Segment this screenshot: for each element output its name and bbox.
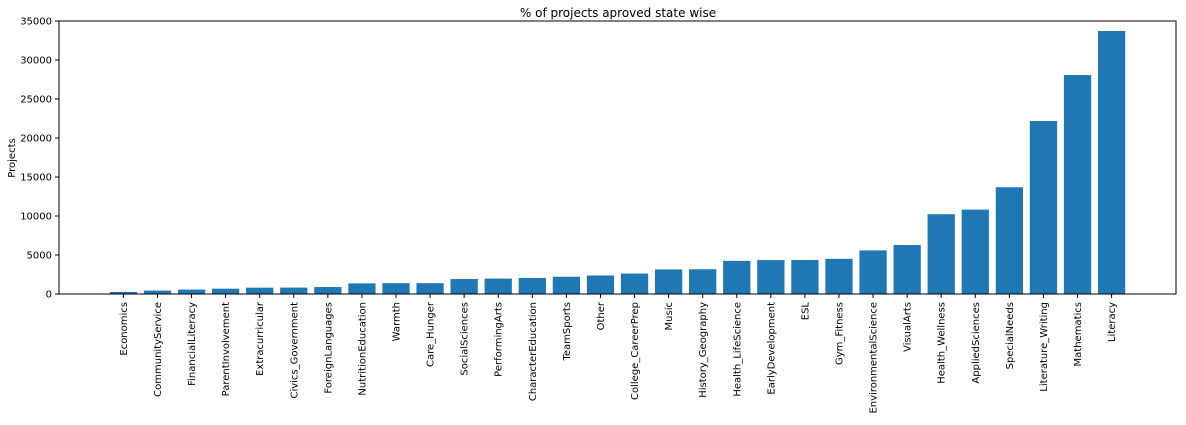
bar-earlydevelopment bbox=[757, 260, 785, 294]
bar-civics-government bbox=[280, 287, 308, 294]
bar-economics bbox=[109, 291, 138, 294]
x-tick-label: History_Geography bbox=[698, 302, 709, 398]
bar-gym-fitness bbox=[825, 258, 853, 294]
x-tick-label: Mathematics bbox=[1073, 302, 1084, 366]
bar-health-wellness bbox=[927, 214, 955, 294]
x-tick-label: Care_Hunger bbox=[426, 301, 437, 367]
y-tick-label: 25000 bbox=[20, 95, 52, 106]
bar-environmentalscience bbox=[859, 250, 887, 294]
bar-teamsports bbox=[552, 276, 581, 294]
y-axis-label: Projects bbox=[7, 138, 18, 177]
x-axis: Economics CommunityService FinancialLitera… bbox=[119, 294, 1118, 414]
x-tick-label: FinancialLiteracy bbox=[187, 302, 198, 386]
bar-care-hunger bbox=[416, 283, 444, 294]
y-tick-label: 10000 bbox=[20, 212, 52, 223]
y-tick-label: 5000 bbox=[27, 251, 52, 262]
y-axis: 0 5000 10000 15000 20000 25000 30000 35000 bbox=[20, 17, 59, 301]
y-tick-label: 20000 bbox=[20, 134, 52, 145]
bar-communityservice bbox=[143, 290, 172, 294]
bar-charactereducation bbox=[518, 277, 546, 294]
x-tick-label: AppliedSciences bbox=[971, 302, 982, 384]
bar-literacy bbox=[1097, 30, 1126, 294]
x-tick-label: Warmth bbox=[392, 302, 403, 341]
bar-esl bbox=[791, 259, 819, 294]
chart-title: % of projects aproved state wise bbox=[520, 6, 716, 20]
bar-health-lifescience bbox=[723, 260, 751, 294]
x-tick-label: CommunityService bbox=[153, 302, 164, 397]
bar-performingarts bbox=[484, 278, 512, 294]
plot-frame bbox=[58, 20, 1177, 295]
bar-socialsciences bbox=[450, 279, 478, 294]
bar-foreignlanguages bbox=[314, 287, 342, 294]
x-tick-label: Literacy bbox=[1107, 302, 1118, 342]
y-tick-label: 35000 bbox=[20, 17, 52, 28]
x-tick-label: EnvironmentalScience bbox=[869, 302, 880, 414]
x-tick-label: Other bbox=[596, 301, 607, 330]
x-tick-label: ParentInvolvement bbox=[221, 302, 232, 396]
bar-visualarts bbox=[893, 245, 921, 294]
x-tick-label: Gym_Fitness bbox=[834, 302, 845, 365]
bar-other bbox=[586, 275, 615, 294]
x-tick-label: TeamSports bbox=[562, 302, 573, 362]
x-tick-label: Music bbox=[664, 302, 675, 330]
x-tick-label: VisualArts bbox=[903, 302, 914, 352]
y-tick-label: 0 bbox=[46, 290, 52, 301]
bar-financialliteracy bbox=[177, 289, 206, 294]
bar-parentinvolvement bbox=[211, 288, 240, 294]
y-tick-label: 30000 bbox=[20, 56, 52, 67]
x-tick-label: Civics_Government bbox=[289, 302, 300, 399]
x-tick-label: SocialSciences bbox=[460, 302, 471, 376]
x-tick-label: Economics bbox=[119, 302, 130, 356]
bar-college-careerprep bbox=[620, 273, 649, 294]
x-tick-label: Health_LifeScience bbox=[732, 302, 743, 397]
x-tick-label: EarlyDevelopment bbox=[766, 302, 777, 395]
bar-appliedsciences bbox=[961, 209, 989, 294]
bar-specialneeds bbox=[995, 187, 1024, 294]
bars-group bbox=[109, 30, 1126, 294]
x-tick-label: ESL bbox=[800, 302, 811, 321]
x-tick-label: Extracurricular bbox=[255, 301, 266, 376]
bar-history-geography bbox=[689, 269, 717, 294]
bar-warmth bbox=[382, 283, 410, 294]
bar-music bbox=[654, 269, 683, 294]
bar-literature-writing bbox=[1029, 120, 1058, 294]
y-tick-label: 15000 bbox=[20, 173, 52, 184]
x-tick-label: CharacterEducation bbox=[528, 302, 539, 401]
x-tick-label: ForeignLanguages bbox=[323, 302, 334, 394]
bar-mathematics bbox=[1063, 75, 1092, 294]
x-tick-label: College_CareerPrep bbox=[630, 302, 641, 400]
x-tick-label: Literature_Writing bbox=[1039, 302, 1050, 392]
x-tick-label: SpecialNeeds bbox=[1005, 302, 1016, 369]
x-tick-label: NutritionEducation bbox=[357, 302, 368, 396]
bar-extracurricular bbox=[246, 287, 274, 294]
x-tick-label: PerformingArts bbox=[494, 302, 505, 377]
bar-nutritioneducation bbox=[348, 283, 376, 294]
x-tick-label: Health_Wellness bbox=[937, 302, 948, 384]
